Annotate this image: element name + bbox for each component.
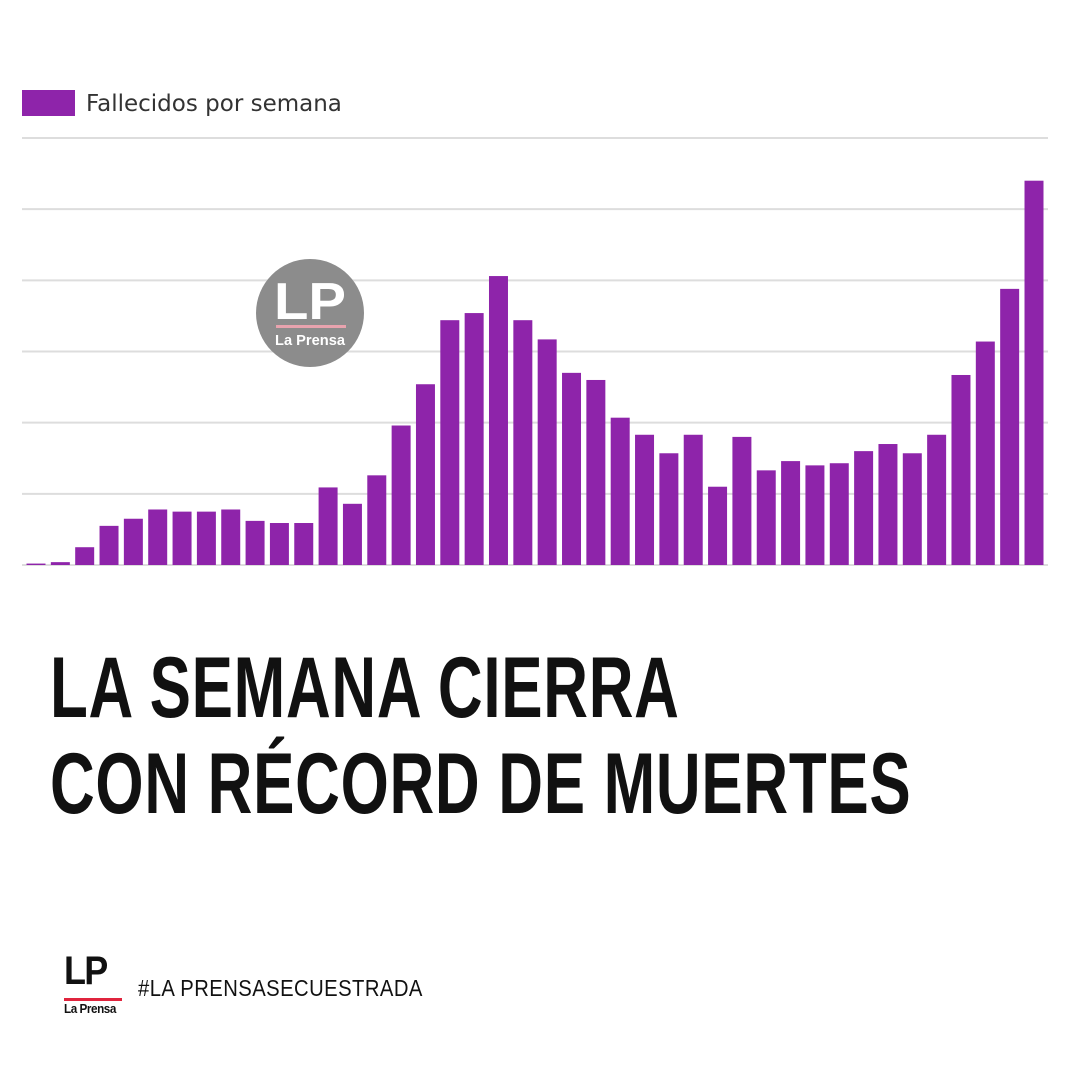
bar (732, 436, 752, 565)
footer-logo-name: La Prensa (64, 1001, 116, 1016)
bar (1000, 288, 1020, 565)
watermark-lp-text: LP (274, 273, 346, 331)
footer-logo-accent-bar (64, 998, 122, 1001)
bar (975, 341, 995, 565)
bar (537, 339, 557, 565)
bar (610, 417, 630, 565)
bar (196, 511, 216, 566)
bar (148, 509, 168, 565)
bar (586, 379, 606, 565)
bar (99, 525, 119, 565)
bar (902, 453, 922, 565)
headline-line-2: CON RÉCORD DE MUERTES (50, 736, 912, 832)
bar (26, 563, 46, 565)
bar (221, 509, 241, 565)
bar (805, 465, 825, 565)
bar (318, 487, 338, 565)
bar (50, 562, 70, 565)
bar (683, 434, 703, 565)
bar (367, 475, 387, 565)
bar (513, 320, 533, 565)
bar (464, 313, 484, 565)
bar (829, 463, 849, 565)
gridlines (22, 137, 1048, 566)
bar (562, 372, 582, 565)
bar (172, 511, 192, 566)
bar (123, 518, 143, 565)
bar (635, 434, 655, 565)
hashtag: #LA PRENSASECUESTRADA (138, 975, 423, 1001)
footer-logo-lp: LP (64, 949, 108, 993)
chart: Fallecidos por semana (22, 90, 1048, 566)
bar (878, 444, 898, 565)
bar (756, 470, 776, 565)
la-prensa-logo: LP La Prensa (62, 949, 128, 1017)
bar (391, 425, 411, 565)
bar (659, 453, 679, 565)
bar (488, 276, 508, 565)
watermark-name-text: La Prensa (275, 332, 346, 349)
bar (269, 523, 289, 565)
bar (294, 523, 314, 565)
bar (951, 374, 971, 565)
bar (854, 451, 874, 565)
bar (440, 320, 460, 565)
legend-label: Fallecidos por semana (86, 91, 342, 117)
bar (1024, 180, 1044, 565)
headline: LA SEMANA CIERRA CON RÉCORD DE MUERTES (50, 640, 911, 832)
bar (75, 547, 95, 565)
bar (708, 486, 728, 565)
bar (342, 503, 362, 565)
la-prensa-watermark-logo: LP La Prensa (256, 259, 364, 367)
bar (927, 434, 947, 565)
bars (26, 180, 1044, 566)
legend-swatch (22, 90, 75, 116)
bar (415, 384, 435, 565)
bar (781, 461, 801, 565)
headline-line-1: LA SEMANA CIERRA (50, 640, 680, 736)
bar (245, 520, 265, 565)
